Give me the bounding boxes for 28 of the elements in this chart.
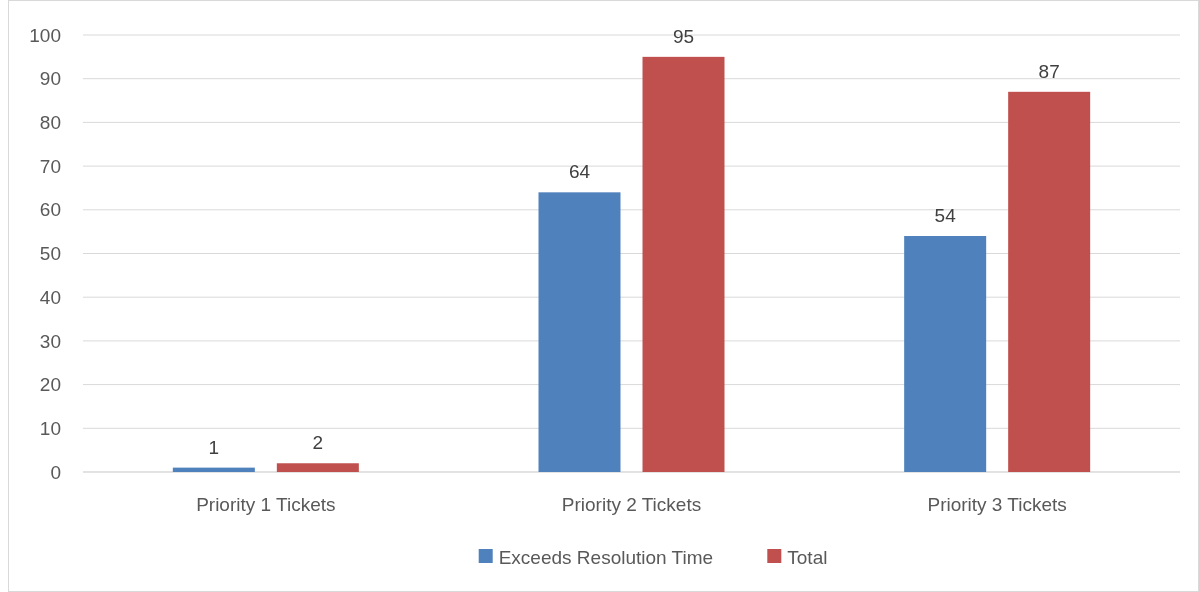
y-tick-label: 100: [29, 24, 61, 46]
legend-label: Exceeds Resolution Time: [498, 546, 714, 568]
bar: [276, 463, 359, 472]
data-label: 64: [568, 161, 591, 183]
bar: [172, 467, 255, 472]
y-tick-label: 10: [39, 417, 61, 439]
bar: [642, 56, 725, 472]
legend-label: Total: [787, 546, 828, 568]
data-label: 54: [934, 205, 957, 227]
y-tick-label: 60: [39, 199, 61, 221]
y-tick-label: 70: [39, 155, 61, 177]
y-tick-label: 40: [39, 286, 61, 308]
data-label: 87: [1038, 60, 1060, 82]
data-label: 2: [312, 432, 324, 454]
bar: [1008, 91, 1091, 472]
x-tick-label: Priority 3 Tickets: [927, 493, 1067, 515]
bar: [538, 192, 621, 472]
y-tick-label: 0: [50, 461, 61, 483]
y-tick-label: 30: [39, 330, 61, 352]
data-label: 95: [672, 25, 695, 47]
y-tick-label: 80: [39, 112, 61, 134]
y-tick-label: 50: [39, 243, 61, 265]
x-tick-label: Priority 2 Tickets: [561, 493, 702, 515]
x-tick-label: Priority 1 Tickets: [196, 493, 336, 515]
y-tick-label: 20: [39, 374, 61, 396]
y-tick-label: 90: [39, 68, 61, 90]
data-label: 1: [208, 436, 220, 458]
bar: [904, 236, 987, 472]
